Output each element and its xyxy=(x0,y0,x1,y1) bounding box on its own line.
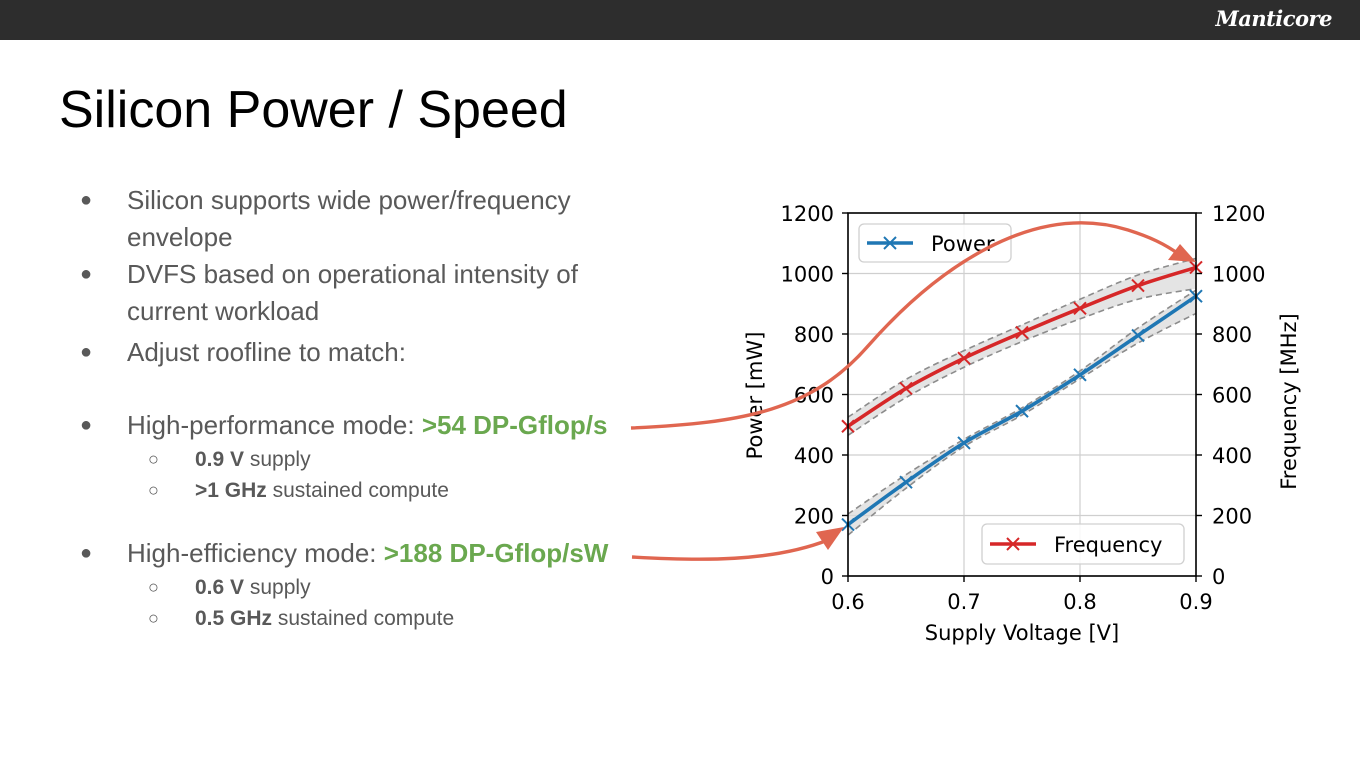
y2-tick-label: 800 xyxy=(1212,323,1252,347)
y2-tick-label: 400 xyxy=(1212,444,1252,468)
legend-label: Frequency xyxy=(1054,533,1163,557)
bullet-text: Silicon supports wide power/frequency en… xyxy=(127,185,571,252)
bullet-text: DVFS based on operational intensity of c… xyxy=(127,259,578,326)
y-tick-label: 1200 xyxy=(781,202,834,226)
data-point-frequency xyxy=(1073,301,1087,315)
data-point-frequency xyxy=(1015,325,1029,340)
mode-label: High-efficiency mode: xyxy=(127,538,384,568)
bullet-list: ● Silicon supports wide power/frequency e… xyxy=(80,182,640,634)
y-tick-label: 1000 xyxy=(781,263,834,287)
sub-bullet-item: ○ 0.9 V supply xyxy=(80,444,640,475)
band-edge-lower xyxy=(847,287,1197,437)
sub-bullet-text: supply xyxy=(244,448,311,471)
bullet-item: ● Adjust roofline to match: xyxy=(80,334,640,371)
data-point-power xyxy=(1015,404,1029,418)
bullet-dot-icon: ● xyxy=(80,341,93,363)
sub-bullet-bold: >1 GHz xyxy=(195,479,267,502)
legend-box xyxy=(981,523,1185,565)
y-tick-label: 400 xyxy=(794,444,834,468)
y2-tick-label: 0 xyxy=(1212,565,1225,589)
sub-bullet-bold: 0.6 V xyxy=(195,576,245,599)
sub-bullet-bold: 0.5 GHz xyxy=(195,607,273,630)
y-tick-label: 0 xyxy=(821,565,834,589)
brand-logo: Manticore xyxy=(1215,6,1332,31)
sub-bullet-text: sustained compute xyxy=(266,479,449,502)
band-edge-upper xyxy=(847,289,1197,515)
sub-bullet-text: sustained compute xyxy=(272,607,455,630)
annotation-arrow-efficiency xyxy=(631,538,829,561)
y-tick-label: 800 xyxy=(794,323,834,347)
bullet-item: ● Silicon supports wide power/frequency e… xyxy=(80,182,640,256)
y2-axis-label: Frequency [MHz] xyxy=(1277,313,1301,489)
bullet-dot-icon: ● xyxy=(80,263,93,285)
arrowhead-icon xyxy=(816,527,844,550)
y2-tick-label: 600 xyxy=(1212,384,1252,408)
mode-highlight: >188 DP-Gflop/sW xyxy=(383,538,609,568)
sub-bullet-item: ○ 0.6 V supply xyxy=(80,572,640,603)
x-tick-label: 0.6 xyxy=(831,590,864,614)
sub-bullet-circle-icon: ○ xyxy=(148,480,159,500)
sub-bullet-circle-icon: ○ xyxy=(148,449,159,469)
bullet-dot-icon: ● xyxy=(80,542,93,564)
y-tick-label: 600 xyxy=(794,384,834,408)
annotation-arrow-performance xyxy=(630,221,1182,430)
sub-bullet-circle-icon: ○ xyxy=(148,608,159,628)
confidence-band xyxy=(848,258,1196,436)
y2-tick-label: 1200 xyxy=(1212,202,1265,226)
arrowhead-icon xyxy=(1168,244,1196,262)
band-edge-upper xyxy=(847,257,1197,418)
legend-marker xyxy=(883,236,897,250)
slide-title: Silicon Power / Speed xyxy=(59,81,568,139)
data-point-power xyxy=(899,475,913,489)
sub-bullet-bold: 0.9 V xyxy=(195,448,245,471)
data-point-power xyxy=(1073,368,1087,382)
data-point-power xyxy=(957,436,971,450)
legend-marker xyxy=(1006,537,1020,551)
mode-high-efficiency: ● High-efficiency mode: >188 DP-Gflop/sW xyxy=(80,535,640,572)
y-tick-label: 200 xyxy=(794,505,834,529)
sub-bullet-item: ○ >1 GHz sustained compute xyxy=(80,475,640,506)
y2-tick-label: 1000 xyxy=(1212,263,1265,287)
top-bar: Manticore xyxy=(0,0,1360,40)
mode-highlight: >54 DP-Gflop/s xyxy=(421,410,608,440)
data-point-power xyxy=(1131,328,1145,343)
x-tick-label: 0.7 xyxy=(947,590,980,614)
legend-label: Power xyxy=(931,232,995,256)
x-axis-label: Supply Voltage [V] xyxy=(925,621,1119,645)
x-tick-label: 0.9 xyxy=(1179,590,1212,614)
bullet-dot-icon: ● xyxy=(80,414,93,436)
data-point-frequency xyxy=(1131,278,1145,293)
sub-bullet-item: ○ 0.5 GHz sustained compute xyxy=(80,603,640,634)
bullet-dot-icon: ● xyxy=(80,189,93,211)
mode-high-performance: ● High-performance mode: >54 DP-Gflop/s xyxy=(80,407,640,444)
x-tick-label: 0.8 xyxy=(1063,590,1096,614)
band-edge-lower xyxy=(847,312,1197,536)
y-axis-label: Power [mW] xyxy=(743,332,767,460)
legend-box xyxy=(858,223,1012,263)
data-point-frequency xyxy=(957,351,971,365)
sub-bullet-circle-icon: ○ xyxy=(148,577,159,597)
bullet-text: Adjust roofline to match: xyxy=(127,337,406,367)
mode-label: High-performance mode: xyxy=(127,410,422,440)
data-point-frequency xyxy=(899,381,913,396)
y2-tick-label: 200 xyxy=(1212,505,1252,529)
bullet-item: ● DVFS based on operational intensity of … xyxy=(80,256,640,330)
sub-bullet-text: supply xyxy=(244,576,311,599)
